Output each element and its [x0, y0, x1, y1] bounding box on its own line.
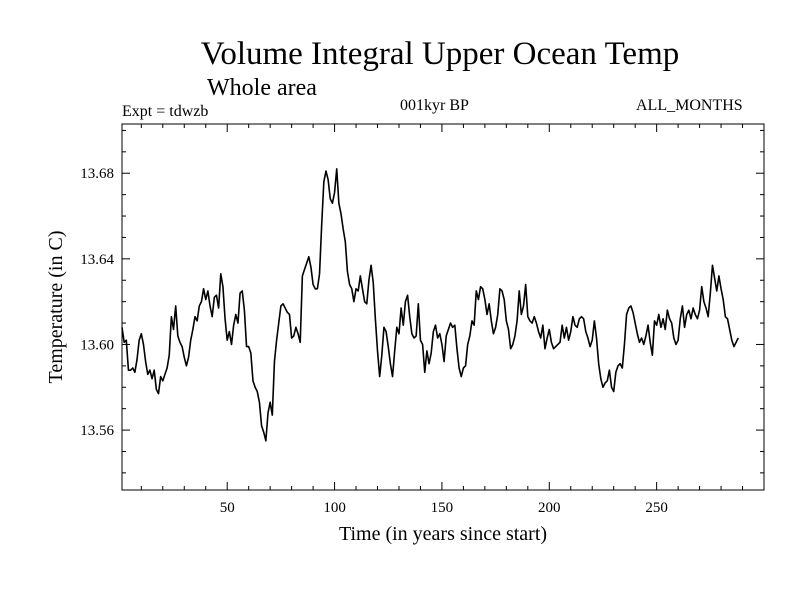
experiment-label: Expt = tdwzb [122, 103, 209, 120]
months-label: ALL_MONTHS [636, 97, 743, 114]
y-axis-label: Temperature (in C) [45, 231, 67, 384]
x-tick-label: 200 [538, 500, 561, 516]
y-tick-label: 13.60 [80, 337, 114, 353]
chart-title: Volume Integral Upper Ocean Temp [200, 36, 680, 72]
y-tick-labels: 13.56 13.60 13.64 13.68 [80, 166, 114, 439]
x-tick-label: 100 [323, 500, 346, 516]
period-label: 001kyr BP [400, 97, 469, 114]
y-tick-label: 13.64 [80, 252, 114, 268]
y-tick-label: 13.56 [80, 423, 114, 439]
x-tick-label: 50 [220, 500, 235, 516]
plot-frame [121, 123, 765, 491]
x-tick-label: 250 [645, 500, 668, 516]
x-tick-labels: 50 100 150 200 250 [220, 500, 668, 516]
chart-subtitle: Whole area [207, 75, 317, 101]
x-axis-label: Time (in years since start) [339, 523, 547, 545]
axis-ticks [122, 124, 764, 490]
series-line [121, 168, 739, 442]
y-tick-label: 13.68 [80, 166, 114, 182]
x-tick-label: 150 [431, 500, 454, 516]
